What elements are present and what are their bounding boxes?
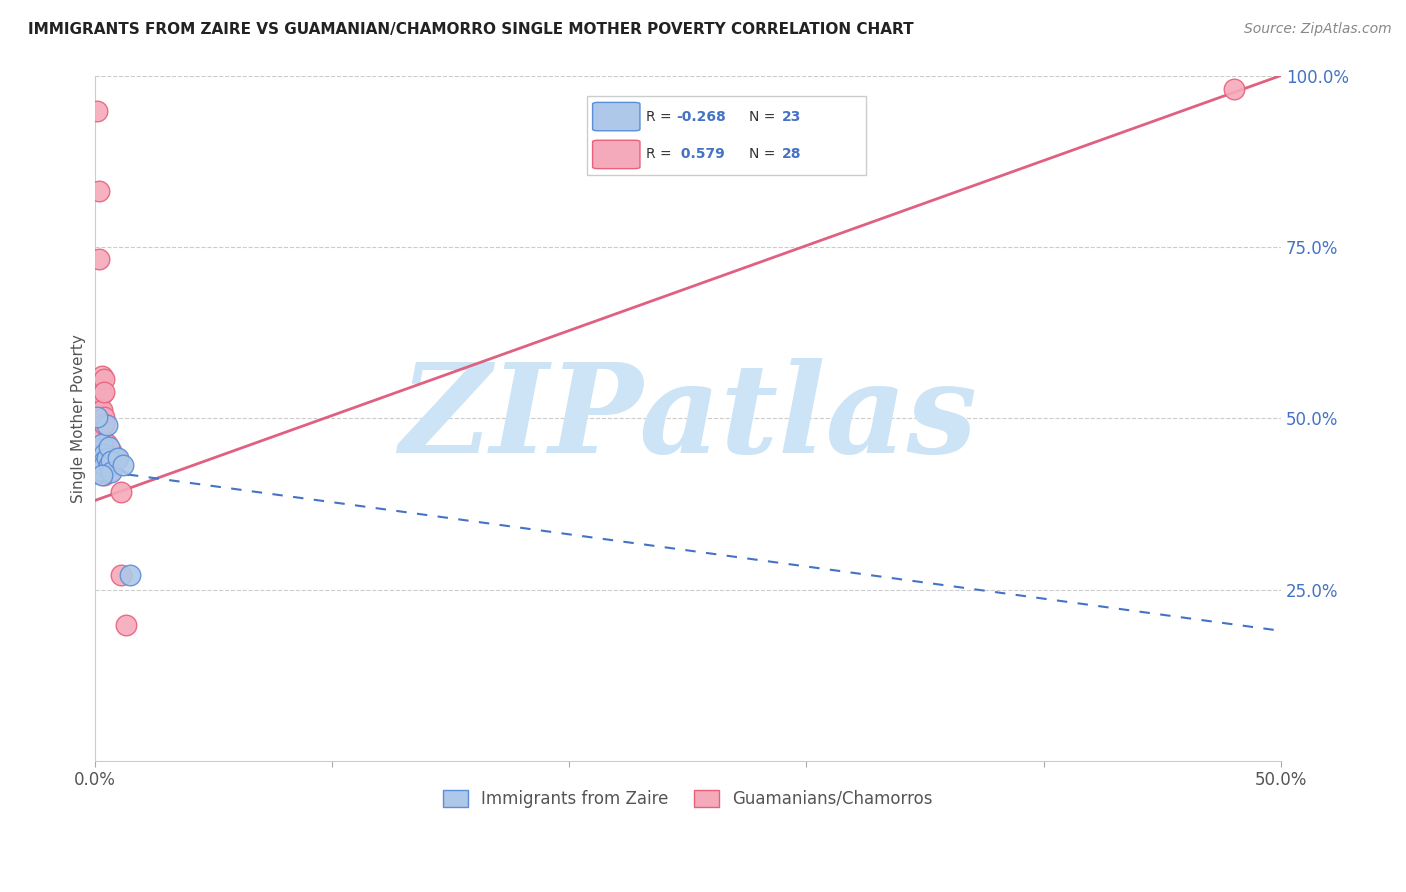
Point: [93, 447, 115, 461]
Point: [97, 440, 120, 454]
Point: [90, 417, 112, 431]
Point: [100, 465, 122, 479]
Text: IMMIGRANTS FROM ZAIRE VS GUAMANIAN/CHAMORRO SINGLE MOTHER POVERTY CORRELATION CH: IMMIGRANTS FROM ZAIRE VS GUAMANIAN/CHAMO…: [28, 22, 914, 37]
Point: [96, 418, 118, 433]
Point: [97, 458, 120, 472]
Point: [90, 442, 112, 457]
Point: [83, 466, 105, 480]
Point: [90, 368, 112, 383]
Point: [93, 467, 115, 482]
Point: [110, 485, 132, 500]
Point: [93, 385, 115, 400]
Point: [90, 403, 112, 417]
Point: [1222, 82, 1244, 96]
Point: [86, 442, 108, 457]
Point: [89, 184, 111, 198]
Point: [110, 567, 132, 582]
Point: [97, 465, 120, 479]
Point: [114, 618, 136, 632]
Point: [90, 447, 112, 461]
Point: [97, 458, 120, 472]
Point: [96, 451, 118, 466]
Y-axis label: Single Mother Poverty: Single Mother Poverty: [72, 334, 86, 503]
Point: [93, 371, 115, 385]
Point: [93, 417, 115, 431]
Text: Source: ZipAtlas.com: Source: ZipAtlas.com: [1244, 22, 1392, 37]
Point: [93, 454, 115, 468]
Text: ZIPatlas: ZIPatlas: [399, 358, 977, 479]
Point: [90, 387, 112, 401]
Point: [90, 437, 112, 451]
Point: [96, 451, 118, 466]
Point: [93, 458, 115, 472]
Point: [100, 444, 122, 458]
Point: [105, 451, 128, 466]
Point: [86, 459, 108, 474]
Point: [89, 252, 111, 267]
Point: [100, 454, 122, 468]
Point: [89, 449, 111, 463]
Point: [89, 465, 111, 479]
Point: [112, 458, 135, 472]
Point: [93, 409, 115, 424]
Point: [93, 458, 115, 472]
Point: [107, 451, 129, 466]
Point: [96, 437, 118, 451]
Point: [89, 452, 111, 467]
Point: [86, 409, 108, 424]
Point: [90, 467, 112, 482]
Legend: Immigrants from Zaire, Guamanians/Chamorros: Immigrants from Zaire, Guamanians/Chamor…: [436, 783, 939, 814]
Point: [90, 430, 112, 444]
Point: [93, 444, 115, 458]
Point: [93, 454, 115, 468]
Point: [89, 463, 111, 477]
Point: [120, 567, 142, 582]
Point: [89, 401, 111, 415]
Point: [86, 104, 108, 119]
